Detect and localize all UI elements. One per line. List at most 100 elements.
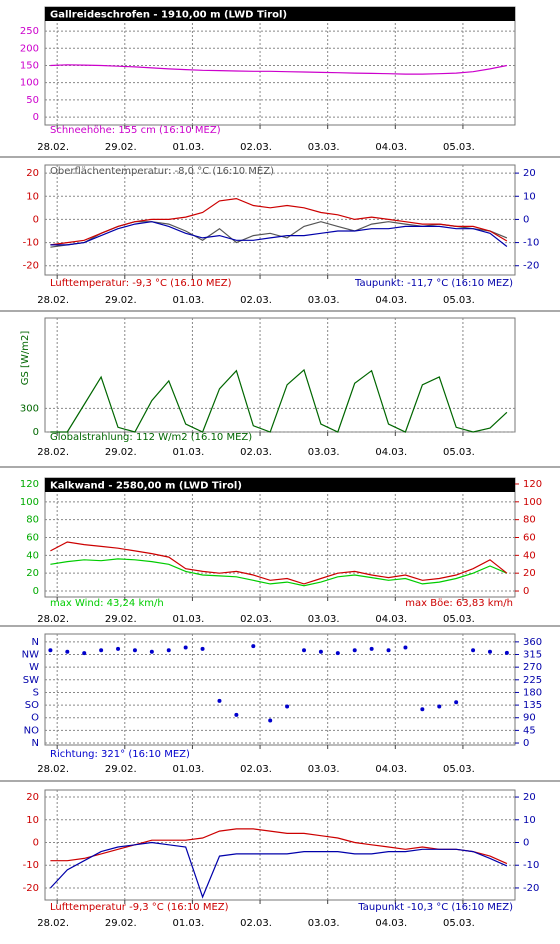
plot-area (44, 317, 516, 433)
scatter-point (420, 707, 425, 712)
y2-tick-label: 315 (523, 650, 542, 661)
legend-label: Schneehöhe: 155 cm (16:10 MEZ) (50, 125, 221, 136)
y2-tick-label: 10 (523, 815, 536, 826)
scatter-point (234, 712, 239, 717)
y-tick-label: 0 (33, 586, 39, 597)
scatter-point (318, 649, 323, 654)
scatter-point (200, 646, 205, 651)
legend-label: max Wind: 43,24 km/h (50, 598, 164, 609)
y2-tick-label: 0 (523, 838, 529, 849)
scatter-point (268, 718, 273, 723)
y2-tick-label: 80 (523, 515, 536, 526)
x-tick-label: 05.03. (443, 614, 475, 625)
y-tick-label: 300 (20, 403, 39, 414)
chart-title: Gallreideschrofen - 1910,00 m (LWD Tirol… (50, 10, 287, 21)
y-tick-label: -20 (23, 883, 39, 894)
legend-label: Richtung: 321° (16:10 MEZ) (50, 749, 190, 760)
y-tick-label: W (29, 662, 39, 673)
y-tick-label: 0 (33, 838, 39, 849)
x-tick-label: 05.03. (443, 764, 475, 775)
y-tick-label: 0 (33, 214, 39, 225)
y2-tick-label: -20 (523, 883, 539, 894)
scatter-point (504, 650, 509, 655)
y-tick-label: 80 (26, 515, 39, 526)
scatter-point (48, 648, 53, 653)
y-tick-label: 100 (20, 78, 39, 89)
series-line (50, 368, 508, 433)
y2-tick-label: 225 (523, 675, 542, 686)
y2-tick-label: 135 (523, 700, 542, 711)
x-tick-label: 03.03. (308, 918, 340, 929)
scatter-point (369, 646, 374, 651)
x-tick-label: 04.03. (375, 142, 407, 153)
plot-area (44, 633, 516, 746)
x-tick-label: 29.02. (105, 142, 137, 153)
scatter-point (251, 644, 256, 649)
legend-label: Oberflächentemperatur: -8,0 °C (16:10 ME… (50, 166, 274, 177)
y-tick-label: N (32, 637, 39, 648)
x-tick-label: 02.03. (240, 295, 272, 306)
x-tick-label: 03.03. (308, 764, 340, 775)
x-tick-label: 01.03. (173, 918, 205, 929)
y2-tick-label: 45 (523, 725, 536, 736)
x-tick-label: 01.03. (173, 764, 205, 775)
scatter-point (487, 649, 492, 654)
x-tick-label: 04.03. (375, 918, 407, 929)
y2-tick-label: 10 (523, 191, 536, 202)
x-tick-label: 28.02. (37, 142, 69, 153)
x-tick-label: 04.03. (375, 614, 407, 625)
x-tick-label: 28.02. (37, 295, 69, 306)
y-tick-label: 10 (26, 815, 39, 826)
title-bar (45, 7, 515, 21)
y-tick-label: S (33, 687, 39, 698)
legend-label: max Böe: 63,83 km/h (405, 598, 513, 609)
series-line (50, 64, 508, 75)
x-tick-label: 05.03. (443, 142, 475, 153)
scatter-point (403, 645, 408, 650)
y-tick-label: 100 (20, 497, 39, 508)
legend-label: Lufttemperatur -9,3 °C (16:10 MEZ) (50, 902, 229, 913)
y-tick-label: N (32, 738, 39, 749)
x-tick-label: 04.03. (375, 295, 407, 306)
chart-title: Kalkwand - 2580,00 m (LWD Tirol) (50, 481, 242, 492)
y-tick-label: 60 (26, 533, 39, 544)
x-tick-label: 02.03. (240, 142, 272, 153)
y-tick-label: 200 (20, 43, 39, 54)
x-tick-label: 03.03. (308, 614, 340, 625)
scatter-point (132, 648, 137, 653)
y2-tick-label: 60 (523, 533, 536, 544)
series-line (50, 221, 508, 247)
y-axis-label: GS [W/m2] (20, 331, 31, 386)
y-tick-label: 50 (26, 95, 39, 106)
x-tick-label: 01.03. (173, 447, 205, 458)
x-tick-label: 28.02. (37, 764, 69, 775)
legend-label: Lufttemperatur: -9,3 °C (16.10 MEZ) (50, 278, 232, 289)
y-tick-label: NO (24, 725, 39, 736)
scatter-point (99, 648, 104, 653)
scatter-point (166, 648, 171, 653)
y-tick-label: 20 (26, 168, 39, 179)
scatter-point (82, 651, 87, 656)
y-tick-label: 10 (26, 191, 39, 202)
scatter-point (454, 700, 459, 705)
y-tick-label: 250 (20, 26, 39, 37)
y2-tick-label: 20 (523, 568, 536, 579)
series-line (50, 558, 508, 587)
x-tick-label: 28.02. (37, 614, 69, 625)
y-tick-label: 0 (33, 427, 39, 438)
x-tick-label: 28.02. (37, 447, 69, 458)
scatter-point (149, 649, 154, 654)
title-bar (45, 478, 515, 492)
plot-area (44, 164, 516, 276)
scatter-point (116, 646, 121, 651)
y2-tick-label: -10 (523, 238, 539, 249)
y2-tick-label: -20 (523, 261, 539, 272)
y2-tick-label: -10 (523, 860, 539, 871)
x-tick-label: 04.03. (375, 764, 407, 775)
y2-tick-label: 180 (523, 687, 542, 698)
plot-area (44, 789, 516, 901)
y-tick-label: -10 (23, 860, 39, 871)
y2-tick-label: 100 (523, 497, 542, 508)
y-tick-label: 120 (20, 479, 39, 490)
y2-tick-label: 120 (523, 479, 542, 490)
